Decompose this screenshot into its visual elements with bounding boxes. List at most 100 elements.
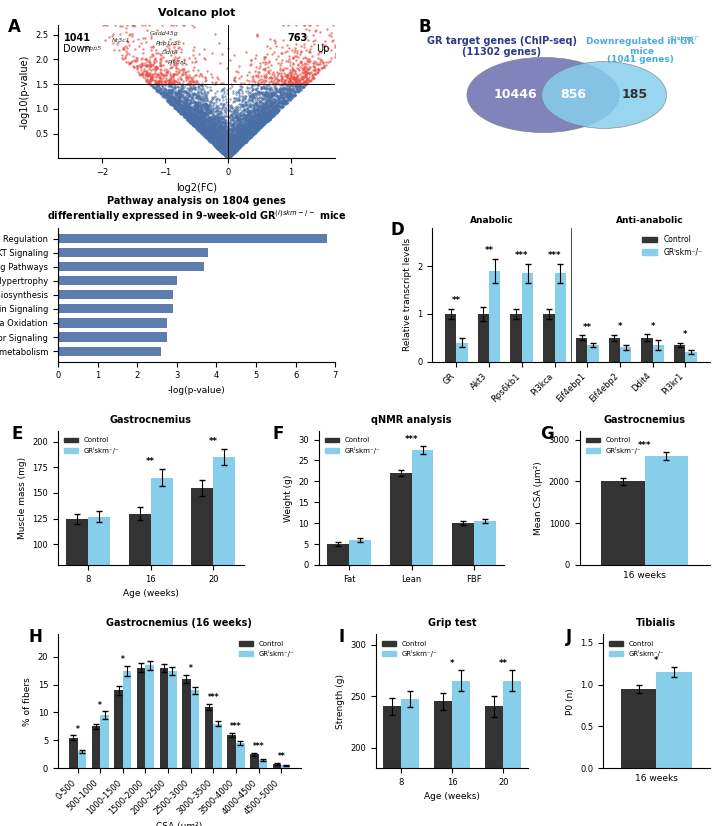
Point	[248, 120, 260, 133]
Point	[181, 105, 193, 118]
Point	[203, 131, 215, 145]
Point	[245, 130, 256, 143]
Point	[185, 75, 196, 88]
Point	[231, 113, 243, 126]
Point	[243, 120, 255, 133]
Point	[190, 112, 201, 126]
Point	[211, 121, 222, 135]
Point	[222, 135, 233, 149]
Point	[194, 117, 206, 131]
Point	[219, 116, 231, 129]
Point	[227, 111, 239, 124]
Point	[234, 123, 245, 136]
Point	[247, 124, 258, 137]
Point	[202, 126, 214, 139]
Point	[198, 126, 210, 139]
Point	[243, 121, 255, 134]
Point	[225, 124, 237, 137]
Point	[269, 69, 280, 83]
Point	[193, 124, 204, 137]
Point	[193, 121, 204, 135]
Point	[198, 42, 210, 55]
Bar	[522, 273, 534, 362]
Point	[193, 81, 204, 94]
Point	[213, 143, 224, 156]
Point	[244, 126, 256, 140]
Point	[243, 109, 254, 122]
Point	[214, 133, 225, 146]
Point	[174, 64, 185, 77]
Point	[174, 93, 185, 107]
Point	[240, 121, 252, 134]
Point	[224, 139, 235, 152]
Point	[258, 117, 269, 131]
Point	[188, 112, 199, 126]
Point	[235, 140, 247, 153]
Point	[190, 92, 202, 105]
Point	[239, 96, 251, 109]
Point	[269, 93, 280, 106]
Point	[210, 99, 222, 112]
Point	[209, 116, 220, 129]
Point	[152, 74, 164, 88]
Point	[253, 96, 265, 109]
Point	[218, 146, 230, 159]
Point	[218, 138, 230, 151]
Point	[209, 127, 220, 140]
Point	[239, 131, 251, 145]
Point	[183, 112, 195, 126]
Point	[222, 132, 234, 145]
Point	[200, 121, 211, 134]
Point	[162, 90, 174, 103]
Point	[219, 131, 230, 144]
Point	[226, 142, 237, 155]
Point	[226, 146, 237, 159]
Point	[248, 112, 260, 125]
Point	[248, 127, 259, 140]
Point	[232, 135, 244, 148]
Point	[245, 130, 257, 143]
Point	[261, 88, 273, 102]
Point	[247, 125, 258, 138]
Point	[232, 139, 244, 152]
Point	[265, 74, 277, 88]
Point	[230, 144, 241, 157]
Point	[181, 78, 193, 91]
Point	[226, 140, 237, 154]
Point	[219, 149, 231, 162]
Point	[245, 130, 256, 143]
Point	[206, 132, 217, 145]
Point	[223, 150, 235, 163]
Point	[231, 141, 243, 154]
Point	[303, 68, 315, 81]
Point	[164, 74, 175, 87]
Point	[232, 135, 243, 148]
Point	[233, 117, 245, 131]
Point	[228, 132, 240, 145]
Point	[245, 106, 257, 119]
Point	[257, 111, 269, 124]
Point	[162, 88, 174, 101]
Point	[206, 112, 218, 126]
Point	[224, 144, 235, 157]
Point	[212, 126, 224, 139]
Point	[211, 115, 223, 128]
Point	[221, 141, 232, 154]
Point	[177, 97, 188, 110]
Point	[224, 108, 235, 121]
Point	[198, 126, 210, 140]
Point	[264, 83, 276, 96]
Point	[185, 81, 197, 94]
Point	[237, 128, 249, 141]
Point	[219, 145, 230, 158]
Point	[245, 129, 256, 142]
Point	[197, 109, 209, 122]
Point	[256, 87, 268, 100]
Point	[286, 78, 298, 92]
Point	[245, 117, 256, 131]
Point	[218, 145, 230, 158]
Point	[222, 150, 233, 163]
Point	[219, 137, 231, 150]
Point	[192, 115, 203, 128]
Point	[198, 129, 209, 142]
